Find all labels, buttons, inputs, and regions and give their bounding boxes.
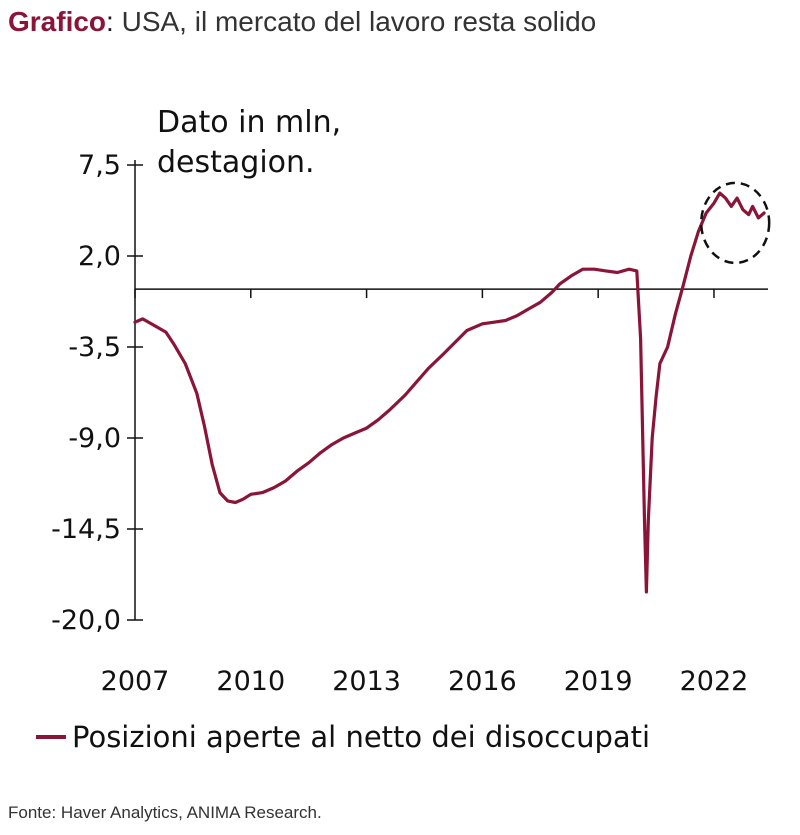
line-chart: Dato in mln, destagion. 7,5 2,0 -3,5 -9,0 -14… xyxy=(51,105,771,697)
highlight-circle xyxy=(699,181,771,265)
y-ticks: 7,5 2,0 -3,5 -9,0 -14,5 -20,0 xyxy=(51,150,143,636)
legend: Posizioni aperte al netto dei disoccupat… xyxy=(36,720,650,754)
header-keyword: Grafico xyxy=(8,6,107,37)
x-tick-label: 2019 xyxy=(564,666,633,697)
y-tick-label: 7,5 xyxy=(78,150,121,181)
x-tick-label: 2007 xyxy=(101,666,170,697)
y-axis-label-line: destagion. xyxy=(157,145,315,180)
y-tick-label: -14,5 xyxy=(51,514,121,545)
annotations xyxy=(699,181,771,265)
header-separator: : xyxy=(106,6,114,37)
y-axis-label: Dato in mln, destagion. xyxy=(157,105,341,180)
y-tick-label: -20,0 xyxy=(51,605,121,636)
y-tick-label: 2,0 xyxy=(78,241,121,272)
x-tick-label: 2013 xyxy=(332,666,401,697)
source-note: Fonte: Haver Analytics, ANIMA Research. xyxy=(8,803,322,822)
legend-swatch xyxy=(36,735,66,739)
x-tick-label: 2022 xyxy=(680,666,749,697)
axes xyxy=(134,160,768,620)
legend-label: Posizioni aperte al netto dei disoccupat… xyxy=(72,720,651,754)
x-tick-label: 2016 xyxy=(448,666,517,697)
series-line xyxy=(133,191,766,594)
chart-title: USA, il mercato del lavoro resta solido xyxy=(121,6,597,37)
chart-header: Grafico: USA, il mercato del lavoro rest… xyxy=(8,6,596,38)
y-axis-label-line: Dato in mln, xyxy=(157,105,341,140)
y-tick-label: -9,0 xyxy=(68,423,121,454)
series-group xyxy=(133,191,766,594)
x-tick-label: 2010 xyxy=(216,666,285,697)
y-tick-label: -3,5 xyxy=(68,332,121,363)
x-ticks: 2007 2010 2013 2016 2019 2022 xyxy=(101,289,749,697)
